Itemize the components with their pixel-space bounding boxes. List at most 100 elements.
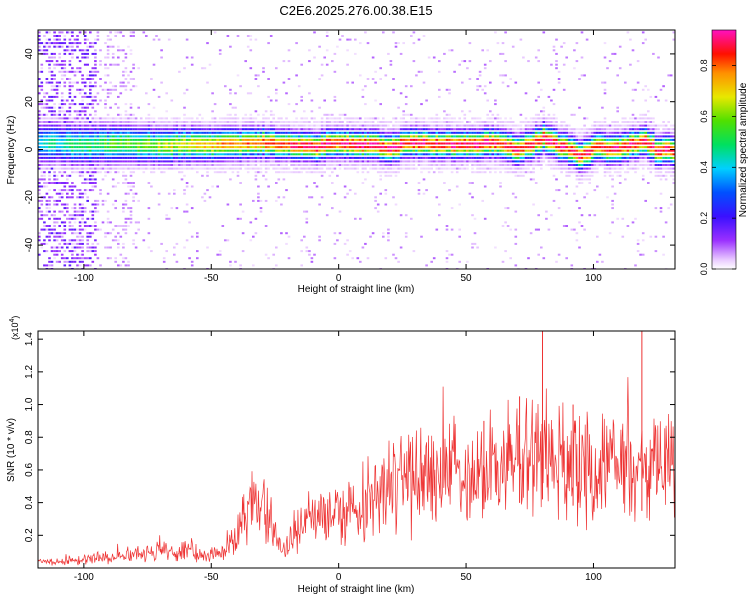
spectrogram-cell	[300, 99, 303, 102]
spectrogram-cell	[504, 74, 507, 77]
spectrogram-cell	[43, 250, 46, 253]
spectrogram-cell	[259, 171, 263, 174]
spectrogram-cell	[325, 135, 329, 138]
spectrogram-cell	[277, 135, 281, 138]
spectrogram-cell	[111, 239, 115, 242]
spectrogram-cell	[157, 167, 161, 170]
spectrogram-cell	[66, 192, 69, 195]
spectrogram-cell	[547, 146, 551, 149]
spectrogram-cell	[208, 124, 212, 127]
spectrogram-cell	[519, 164, 523, 166]
spectrogram-cell	[76, 164, 79, 166]
spectrogram-cell	[38, 42, 41, 45]
spectrogram-cell	[208, 146, 212, 149]
spectrogram-cell	[529, 117, 533, 120]
spectrogram-cell	[101, 164, 105, 166]
spectrogram-cell	[463, 131, 467, 134]
spectrogram-cell	[117, 239, 120, 242]
spectrogram-cell	[127, 124, 130, 127]
spectrogram-cell	[180, 121, 184, 123]
spectrogram-cell	[346, 253, 349, 256]
spectrogram-cell	[443, 128, 446, 131]
spectrogram-cell	[211, 138, 214, 141]
spectrogram-cell	[318, 106, 321, 109]
spectrogram-cell	[320, 153, 324, 156]
spectrogram-cell	[63, 185, 67, 188]
spectrogram-cell	[318, 160, 321, 163]
spectrogram-cell	[137, 142, 140, 145]
spectrogram-cell	[438, 164, 441, 166]
spectrogram-cell	[608, 131, 612, 134]
spectrogram-cell	[150, 164, 153, 166]
spectrogram-cell	[346, 142, 349, 145]
spectrogram-cell	[300, 63, 303, 66]
spectrogram-cell	[336, 153, 339, 156]
spectrogram-cell	[122, 242, 125, 245]
spectrogram-cell	[111, 153, 115, 156]
spectrogram-cell	[611, 160, 614, 163]
spectrogram-cell	[60, 235, 64, 238]
spectrogram-cell	[81, 138, 84, 141]
spectrogram-cell	[218, 138, 222, 141]
spectrogram-cell	[252, 121, 255, 123]
spectrogram-cell	[252, 160, 255, 163]
spectrogram-cell	[160, 153, 163, 156]
spectrogram-cell	[132, 135, 135, 138]
spectrogram-cell	[272, 135, 275, 138]
spectrogram-cell	[66, 128, 69, 131]
spectrogram-cell	[117, 135, 120, 138]
spectrogram-cell	[137, 228, 140, 231]
spectrogram-cell	[71, 138, 74, 141]
spectrogram-cell	[415, 138, 418, 141]
spectrogram-cell	[458, 117, 461, 120]
spectrogram-cell	[445, 135, 449, 138]
spectrogram-cell	[359, 42, 362, 45]
spectrogram-cell	[99, 49, 102, 52]
spectrogram-cell	[244, 124, 247, 127]
spectrogram-cell	[208, 131, 212, 134]
spectrogram-cell	[282, 142, 286, 145]
spectrogram-cell	[157, 138, 161, 141]
spectrogram-cell	[575, 239, 579, 242]
spectrogram-cell	[86, 142, 89, 145]
spectrogram-cell	[216, 156, 219, 159]
spectrogram-cell	[111, 45, 115, 48]
spectrogram-cell	[524, 146, 528, 149]
spectrogram-cell	[399, 117, 403, 120]
spectrogram-cell	[216, 146, 219, 149]
spectrogram-cell	[94, 250, 97, 253]
spectrogram-cell	[132, 31, 135, 34]
spectrogram-cell	[165, 142, 168, 145]
spectrogram-cell	[514, 153, 518, 156]
spectrogram-cell	[527, 160, 530, 163]
spectrogram-cell	[280, 153, 283, 156]
spectrogram-cell	[50, 110, 54, 113]
spectrogram-cell	[438, 135, 441, 138]
spectrogram-cell	[48, 164, 51, 166]
spectrogram-cell	[104, 160, 107, 163]
spectrogram-cell	[117, 56, 120, 59]
spectrogram-cell	[555, 153, 558, 156]
spectrogram-cell	[38, 217, 41, 220]
spectrogram-cell	[432, 146, 436, 149]
spectrogram-cell	[545, 117, 548, 120]
spectrogram-cell	[486, 146, 489, 149]
spectrogram-cell	[78, 189, 82, 192]
spectrogram-cell	[239, 182, 242, 184]
spectrogram-cell	[109, 81, 112, 84]
spectrogram-cell	[376, 138, 380, 141]
spectrogram-cell	[517, 135, 520, 138]
spectrogram-cell	[425, 131, 428, 134]
spectrogram-cell	[280, 167, 283, 170]
spectrogram-cell	[371, 160, 375, 163]
spectrogram-cell	[127, 138, 130, 141]
spectrogram-cell	[48, 124, 51, 127]
spectrogram-cell	[58, 192, 61, 195]
spectrogram-cell	[190, 56, 194, 59]
spectrogram-cell	[588, 164, 591, 166]
spectrogram-cell	[132, 142, 135, 145]
spectrogram-cell	[601, 135, 604, 138]
spectrogram-cell	[453, 124, 456, 127]
spectrogram-cell	[285, 160, 288, 163]
spectrogram-cell	[415, 153, 418, 156]
